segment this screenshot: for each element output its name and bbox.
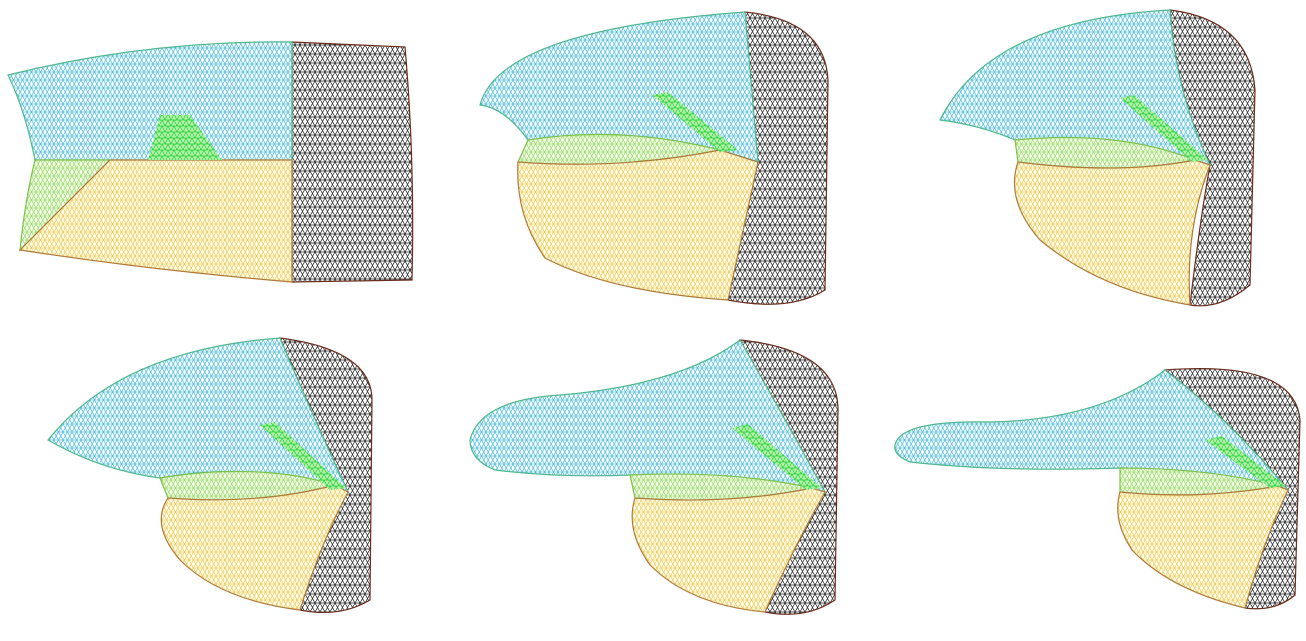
mesh-yellow [160,484,349,611]
mesh-black [291,41,414,283]
mesh-panel [47,337,373,614]
mesh-blue [7,41,293,161]
mesh-yellow [18,159,293,283]
mesh-yellow [631,487,826,613]
mesh-yellow [1013,159,1211,306]
mesh-panel [479,11,829,305]
mesh-yellow [517,149,759,301]
mesh-yellow [1117,485,1289,609]
mesh-panel [469,339,839,615]
mesh-green [1205,436,1286,488]
mesh-blue [47,337,350,494]
mesh-green [732,424,822,490]
mesh-green [1120,95,1208,162]
mesh-green [148,115,222,160]
mesh-panel [7,41,414,283]
mesh-panel [939,9,1256,307]
mesh-green [260,422,346,490]
mesh-panel [894,367,1301,610]
mesh-blue [469,339,827,493]
mesh-green [652,92,738,152]
